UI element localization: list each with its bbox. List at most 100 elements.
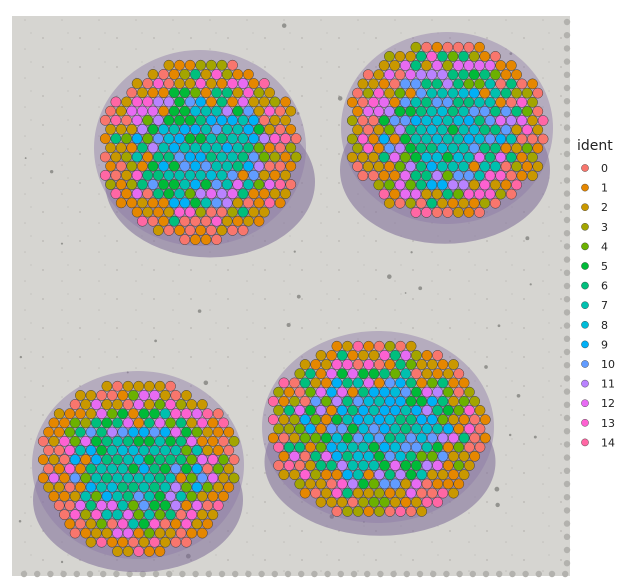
- spot-top-left: [232, 69, 244, 80]
- legend-key-6: [581, 281, 589, 290]
- spot-top-left: [195, 169, 207, 181]
- spot-bottom-left: [80, 490, 92, 502]
- spot-bottom-left: [75, 463, 86, 475]
- spot-bottom-right: [411, 441, 422, 453]
- spot-bottom-left: [112, 380, 123, 392]
- spot-top-right: [458, 51, 469, 62]
- spot-bottom-left: [128, 390, 139, 401]
- spot-bottom-right: [448, 469, 459, 481]
- spot-bottom-right: [342, 450, 353, 462]
- spot-top-left: [211, 160, 222, 172]
- spot-bottom-left: [128, 463, 139, 475]
- spot-top-left: [158, 179, 169, 190]
- spot-top-left: [243, 160, 254, 172]
- spot-bottom-left: [165, 472, 176, 484]
- spot-top-left: [195, 78, 207, 89]
- spot-bottom-left: [85, 481, 97, 493]
- spot-bottom-right: [416, 432, 428, 444]
- spot-top-left: [163, 169, 175, 181]
- spot-bottom-right: [368, 496, 380, 508]
- spot-top-right: [389, 78, 401, 90]
- spot-top-right: [415, 142, 427, 154]
- spot-top-left: [99, 169, 111, 181]
- spot-top-right: [505, 188, 517, 200]
- spot-top-right: [516, 151, 528, 163]
- spot-top-left: [269, 96, 281, 108]
- spot-bottom-right: [448, 450, 459, 462]
- spot-top-left: [253, 197, 265, 209]
- spot-top-left: [126, 87, 138, 99]
- spot-top-left: [243, 69, 254, 80]
- spot-top-left: [258, 188, 270, 200]
- spot-top-right: [458, 87, 469, 99]
- spot-top-right: [352, 87, 363, 99]
- spot-bottom-right: [442, 441, 454, 453]
- spot-bottom-right: [326, 368, 337, 380]
- spot-top-right: [479, 161, 491, 172]
- spot-bottom-left: [212, 463, 224, 475]
- spot-bottom-left: [149, 500, 160, 511]
- spot-top-right: [474, 41, 485, 53]
- spot-bottom-right: [400, 386, 412, 398]
- spot-top-left: [137, 87, 148, 99]
- spot-bottom-left: [138, 518, 150, 530]
- spot-top-right: [505, 115, 517, 126]
- spot-bottom-left: [117, 445, 129, 456]
- spot-top-right: [410, 207, 422, 218]
- spot-bottom-right: [289, 450, 300, 462]
- spot-bottom-left: [186, 435, 198, 447]
- spot-top-right: [479, 51, 491, 62]
- spot-bottom-right: [426, 359, 438, 370]
- spot-top-right: [373, 179, 385, 191]
- spot-bottom-left: [159, 463, 171, 475]
- spot-bottom-right: [310, 487, 322, 499]
- spot-top-right: [479, 69, 491, 81]
- spot-top-right: [490, 142, 501, 154]
- legend-label-13: 13: [601, 417, 615, 430]
- spot-bottom-right: [326, 423, 337, 435]
- spot-top-right: [468, 197, 480, 209]
- spot-bottom-left: [138, 481, 150, 493]
- spot-bottom-right: [474, 441, 486, 453]
- spot-bottom-left: [96, 390, 107, 401]
- spot-bottom-left: [122, 490, 134, 502]
- spot-top-left: [105, 124, 116, 135]
- spot-bottom-left: [191, 463, 203, 475]
- spot-top-right: [405, 179, 416, 191]
- spot-top-left: [200, 105, 212, 117]
- spot-top-right: [394, 69, 406, 81]
- spot-bottom-left: [186, 490, 198, 502]
- spot-bottom-right: [453, 441, 465, 453]
- spot-bottom-right: [352, 395, 364, 407]
- spot-top-right: [426, 87, 438, 99]
- spot-top-left: [243, 179, 254, 190]
- spot-bottom-left: [117, 390, 129, 401]
- spot-bottom-left: [112, 527, 123, 539]
- spot-bottom-left: [80, 417, 92, 429]
- spot-top-left: [137, 105, 148, 117]
- spot-bottom-left: [69, 527, 81, 539]
- spot-bottom-right: [347, 496, 359, 508]
- spot-bottom-left: [207, 435, 219, 447]
- spot-top-right: [346, 115, 358, 126]
- spot-bottom-left: [101, 527, 113, 539]
- spot-bottom-right: [411, 368, 422, 380]
- spot-top-left: [205, 225, 217, 236]
- spot-bottom-right: [426, 450, 438, 462]
- spot-bottom-left: [64, 445, 76, 456]
- spot-top-right: [373, 106, 385, 117]
- spot-top-left: [221, 142, 233, 154]
- spot-bottom-left: [133, 509, 145, 521]
- spot-top-right: [468, 87, 480, 99]
- spot-bottom-right: [358, 405, 369, 416]
- spot-bottom-left: [117, 408, 129, 420]
- spot-top-right: [479, 197, 491, 209]
- spot-bottom-left: [181, 536, 192, 548]
- spot-bottom-left: [117, 481, 129, 493]
- spot-bottom-left: [96, 481, 107, 493]
- spot-top-left: [200, 124, 212, 135]
- spot-top-right: [426, 51, 438, 62]
- spot-top-left: [184, 96, 196, 108]
- spot-bottom-right: [336, 478, 348, 490]
